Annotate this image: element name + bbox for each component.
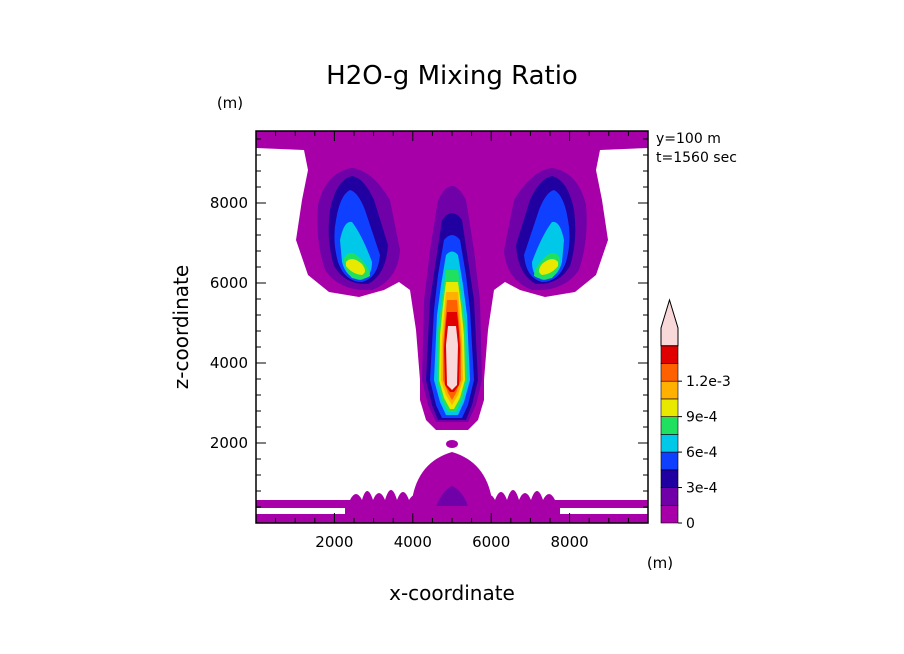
surface-bump-core	[436, 486, 468, 506]
y-tick-label: 4000	[210, 354, 248, 372]
corner-line	[604, 140, 648, 142]
colorbar-swatch	[660, 380, 679, 400]
y-unit-label: (m)	[217, 94, 243, 112]
colorbar-swatch	[660, 298, 679, 347]
x-tick-label: 6000	[472, 533, 510, 551]
colorbar-tick-label: 0	[686, 516, 695, 532]
small-blob	[446, 440, 458, 448]
corner-cut	[256, 150, 300, 160]
right-lobe-l6	[539, 258, 558, 275]
colorbar-swatch	[660, 398, 679, 417]
x-unit-label: (m)	[647, 554, 673, 572]
colorbar-swatch	[660, 504, 679, 524]
colorbar-swatch	[660, 434, 679, 453]
chart-title: H2O-g Mixing Ratio	[326, 61, 578, 91]
surface-ripples	[350, 490, 555, 500]
x-axis-label: x-coordinate	[389, 581, 515, 605]
annotation-t: t=1560 sec	[656, 150, 737, 166]
colorbar-tick-label: 6e-4	[686, 445, 718, 461]
y-axis: 2000 4000 6000 8000	[210, 138, 648, 508]
annotation-y: y=100 m	[656, 131, 721, 147]
surface-gap	[256, 508, 345, 514]
corner-line	[256, 140, 300, 142]
y-tick-label: 6000	[210, 274, 248, 292]
colorbar-swatch	[660, 469, 679, 488]
x-tick-label: 4000	[394, 533, 432, 551]
left-lobe-l6	[346, 258, 365, 275]
y-tick-label: 2000	[210, 434, 248, 452]
colorbar-swatch	[660, 487, 679, 506]
x-axis: 2000 4000 6000 8000	[275, 131, 629, 551]
colorbar-tick-label: 1.2e-3	[686, 374, 731, 390]
x-tick-label: 2000	[315, 533, 353, 551]
colorbar-swatch	[660, 345, 679, 364]
x-tick-label: 8000	[551, 533, 589, 551]
colorbar-tick-label: 9e-4	[686, 410, 718, 426]
colorbar: 0 3e-4 6e-4 9e-4 1.2e-3	[660, 298, 731, 532]
field-contours	[256, 131, 648, 523]
y-axis-label: z-coordinate	[169, 265, 193, 389]
corner-cut	[612, 150, 648, 160]
colorbar-swatch	[660, 363, 679, 382]
surface-layer	[256, 500, 648, 523]
colorbar-swatch	[660, 416, 679, 435]
surface-bump	[412, 452, 492, 500]
surface-gap	[560, 508, 648, 514]
y-tick-label: 8000	[210, 194, 248, 212]
column-core	[446, 326, 458, 390]
colorbar-tick-label: 3e-4	[686, 481, 718, 497]
colorbar-swatch	[660, 451, 679, 471]
